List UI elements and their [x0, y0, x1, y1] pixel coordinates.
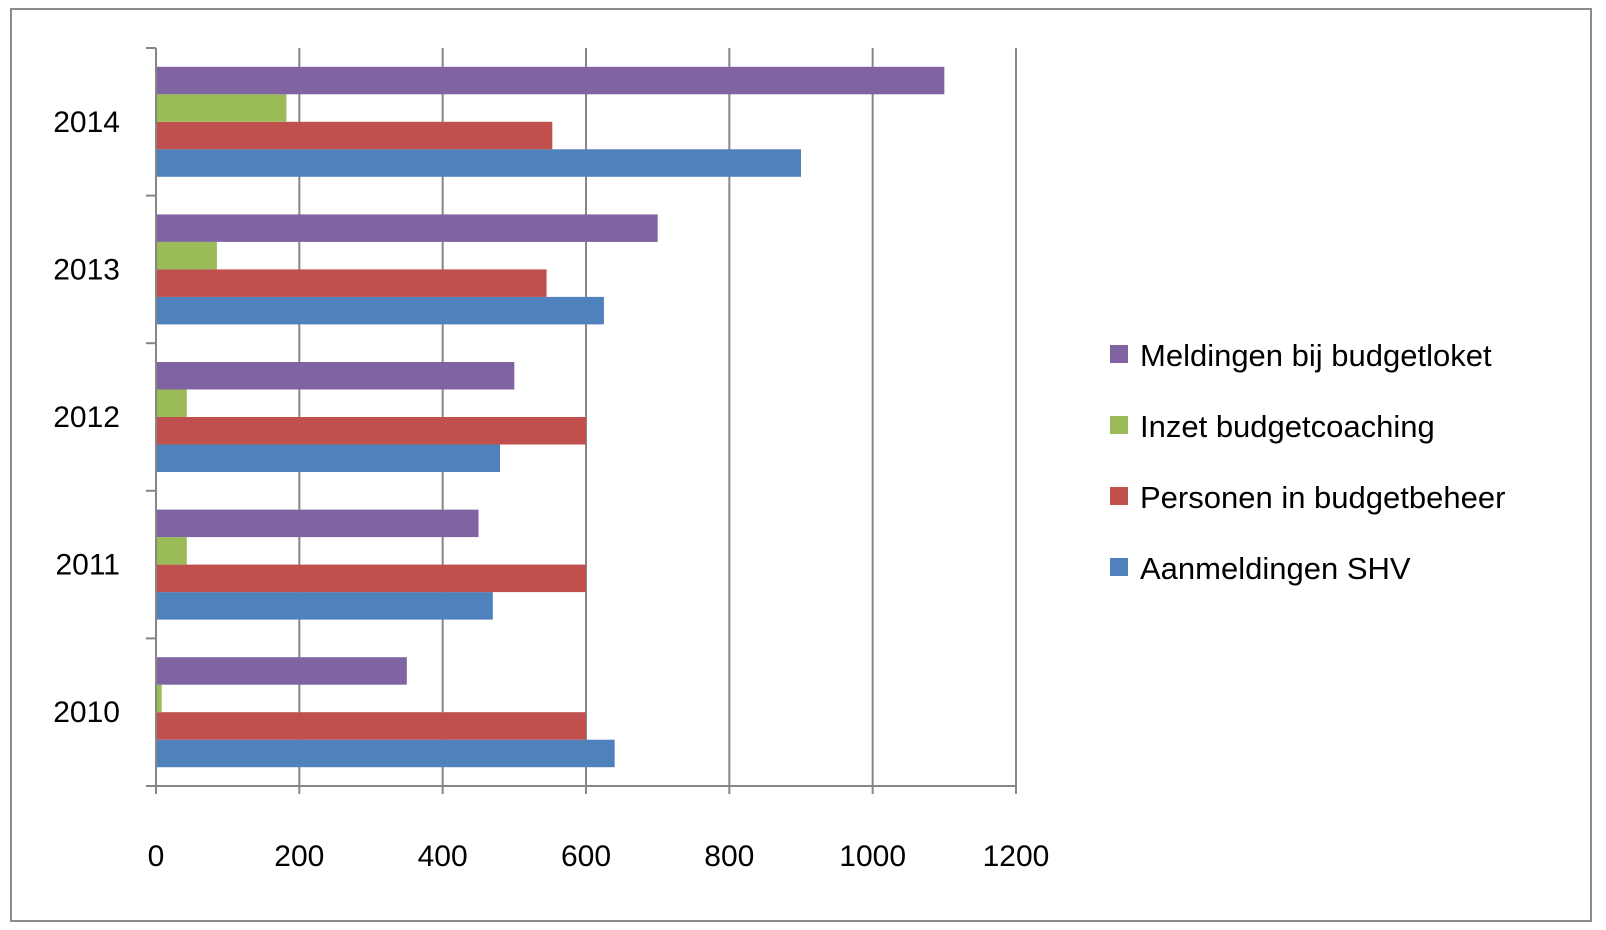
bar	[156, 509, 479, 538]
legend-label: Meldingen bij budgetloket	[1140, 338, 1492, 373]
legend-swatch	[1110, 416, 1128, 434]
legend-swatch	[1110, 558, 1128, 576]
x-tick-label: 400	[418, 840, 468, 873]
bar	[156, 362, 515, 390]
bar	[156, 214, 658, 242]
bar	[156, 241, 217, 270]
bar	[156, 684, 162, 713]
legend-label: Inzet budgetcoaching	[1140, 409, 1435, 444]
x-tick-label: 1000	[839, 840, 906, 873]
bar	[156, 149, 801, 177]
bar	[156, 66, 945, 95]
y-tick-label: 2012	[53, 401, 120, 434]
bar	[156, 417, 586, 445]
y-tick-label: 2014	[53, 106, 120, 139]
y-tick-labels: 2010 2011 2012 2013 2014	[53, 106, 120, 729]
bar	[156, 389, 187, 417]
bar	[156, 564, 586, 593]
legend-label: Aanmeldingen SHV	[1140, 551, 1411, 586]
x-tick-label: 0	[148, 840, 165, 873]
bar	[156, 296, 604, 325]
bar	[156, 712, 586, 740]
x-tick-label: 800	[704, 840, 754, 873]
x-tick-label: 200	[274, 840, 324, 873]
axes	[146, 47, 1017, 794]
bar	[156, 94, 287, 122]
bar	[156, 444, 500, 472]
legend-swatch	[1110, 487, 1128, 505]
x-tick-label: 1200	[983, 840, 1050, 873]
x-tick-label: 600	[561, 840, 611, 873]
bar	[156, 269, 547, 297]
bars	[156, 66, 945, 768]
legend: Meldingen bij budgetloket Inzet budgetcoa…	[1110, 338, 1505, 586]
y-tick-label: 2011	[55, 549, 120, 582]
bar	[156, 739, 615, 768]
bar	[156, 657, 407, 685]
x-tick-labels: 0 200 400 600 800 1000 1200	[148, 840, 1050, 873]
bar	[156, 121, 553, 150]
y-tick-label: 2013	[53, 253, 120, 286]
legend-swatch	[1110, 345, 1128, 363]
bar	[156, 537, 187, 565]
legend-label: Personen in budgetbeheer	[1140, 480, 1505, 515]
y-tick-label: 2010	[53, 696, 120, 729]
bar	[156, 592, 493, 620]
